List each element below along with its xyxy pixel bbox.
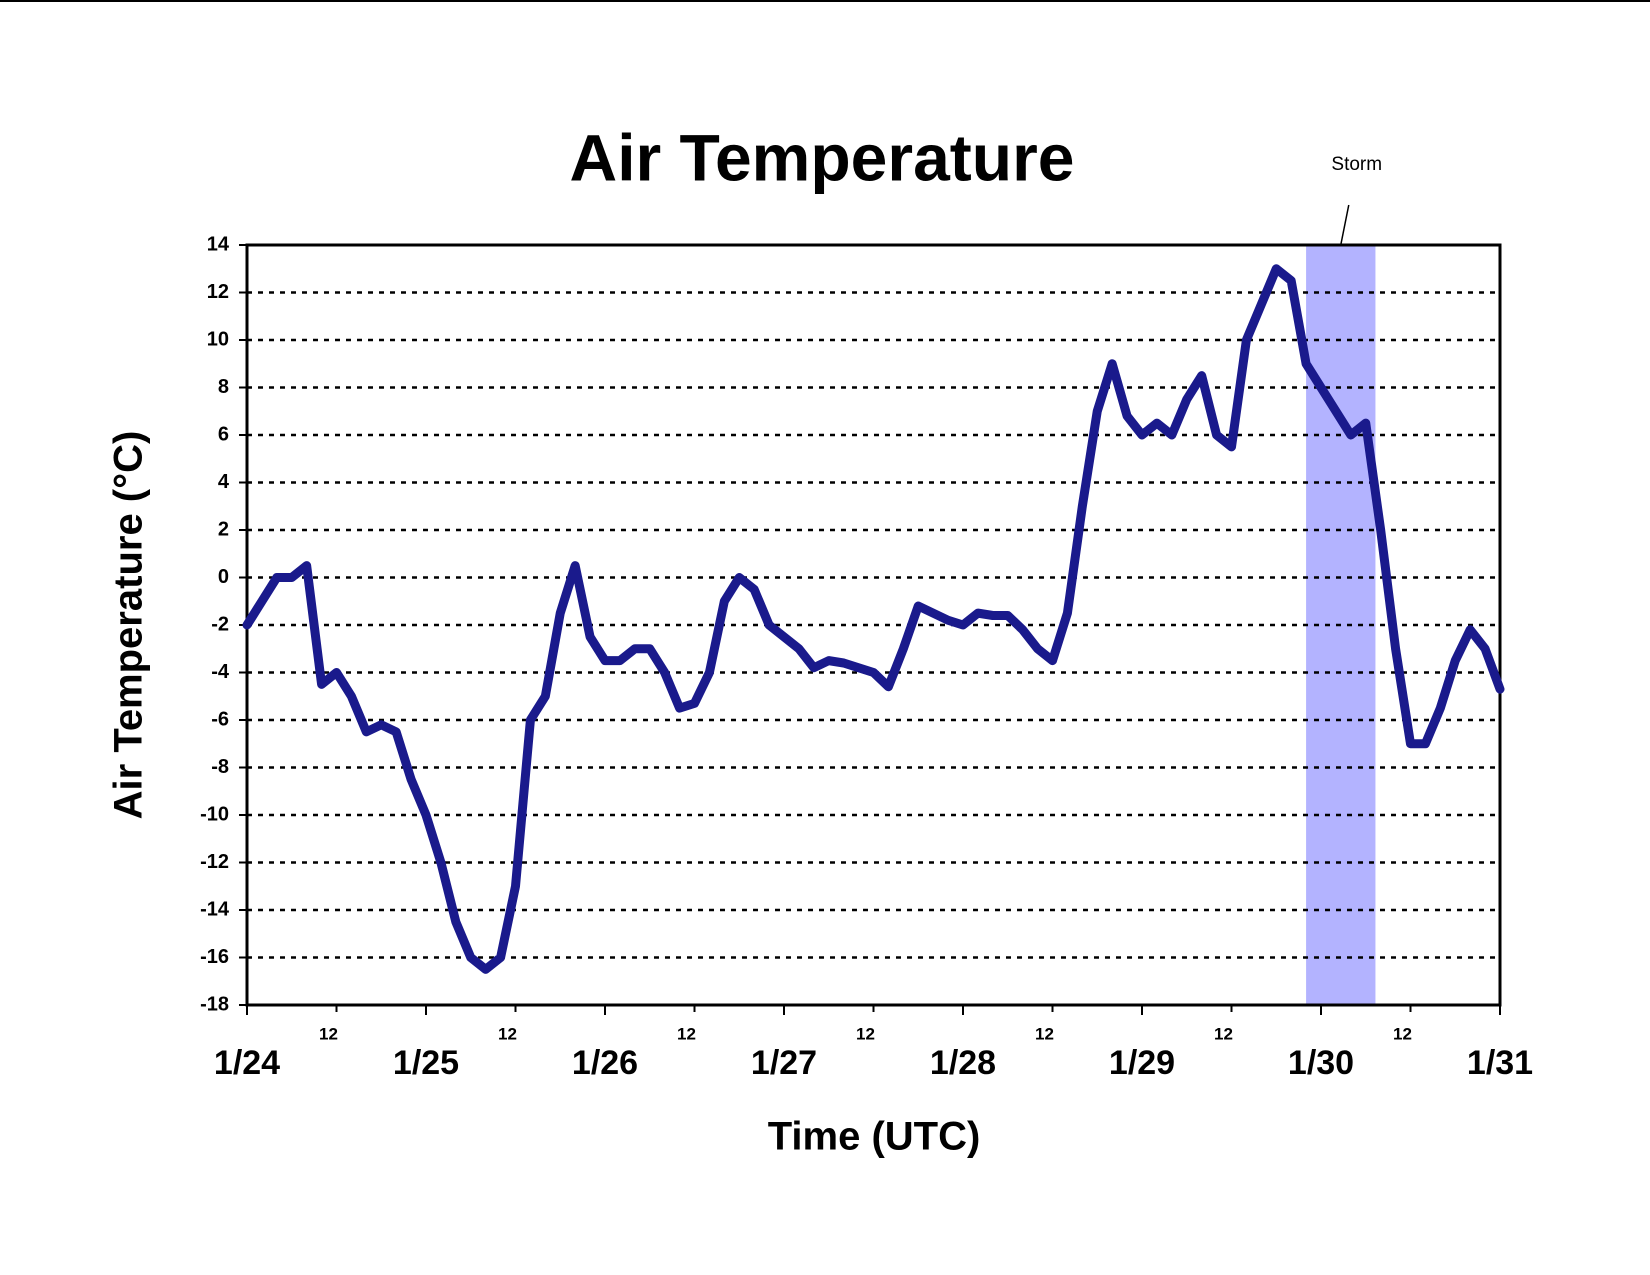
x-minor-tick-label: 12 — [498, 1024, 517, 1043]
x-tick-label: 1/27 — [751, 1044, 817, 1082]
y-axis-label: Air Temperature (°C) — [107, 431, 151, 820]
x-axis-label: Time (UTC) — [768, 1115, 981, 1159]
y-tick-label: -4 — [211, 661, 230, 683]
x-tick-label: 1/24 — [214, 1044, 280, 1082]
annotation-text: Storm — [1331, 154, 1382, 175]
y-tick-label: 14 — [207, 233, 230, 255]
y-tick-label: 8 — [218, 376, 229, 398]
y-tick-label: -18 — [200, 993, 229, 1015]
y-tick-label: 2 — [218, 518, 229, 540]
y-tick-label: -16 — [200, 946, 229, 968]
x-minor-tick-label: 12 — [1214, 1024, 1233, 1043]
y-tick-label: -14 — [200, 898, 230, 920]
x-tick-label: 1/25 — [393, 1044, 459, 1082]
x-tick-label: 1/26 — [572, 1044, 638, 1082]
y-tick-label: 12 — [207, 281, 229, 303]
x-minor-tick-label: 12 — [319, 1024, 338, 1043]
y-tick-label: -2 — [211, 613, 229, 635]
x-tick-label: 1/30 — [1288, 1044, 1354, 1082]
data-line — [242, 264, 1505, 974]
chart-title: Air Temperature — [570, 120, 1075, 194]
y-tick-label: -12 — [200, 851, 229, 873]
x-tick-label: 1/28 — [930, 1044, 996, 1082]
x-minor-tick-label: 12 — [856, 1024, 875, 1043]
y-tick-label: -8 — [211, 756, 229, 778]
x-tick-label: 1/31 — [1467, 1044, 1533, 1082]
x-tick-label: 1/29 — [1109, 1044, 1175, 1082]
annotation-leader — [1340, 204, 1350, 246]
y-tick-label: 6 — [218, 423, 229, 445]
x-minor-tick-label: 12 — [677, 1024, 696, 1043]
x-minor-tick-label: 12 — [1035, 1024, 1054, 1043]
y-tick-label: -10 — [200, 803, 229, 825]
x-minor-tick-label: 12 — [1393, 1024, 1412, 1043]
y-tick-label: 10 — [207, 328, 229, 350]
y-tick-label: -6 — [211, 708, 229, 730]
y-tick-label: 4 — [218, 471, 230, 493]
y-tick-label: 0 — [218, 566, 229, 588]
